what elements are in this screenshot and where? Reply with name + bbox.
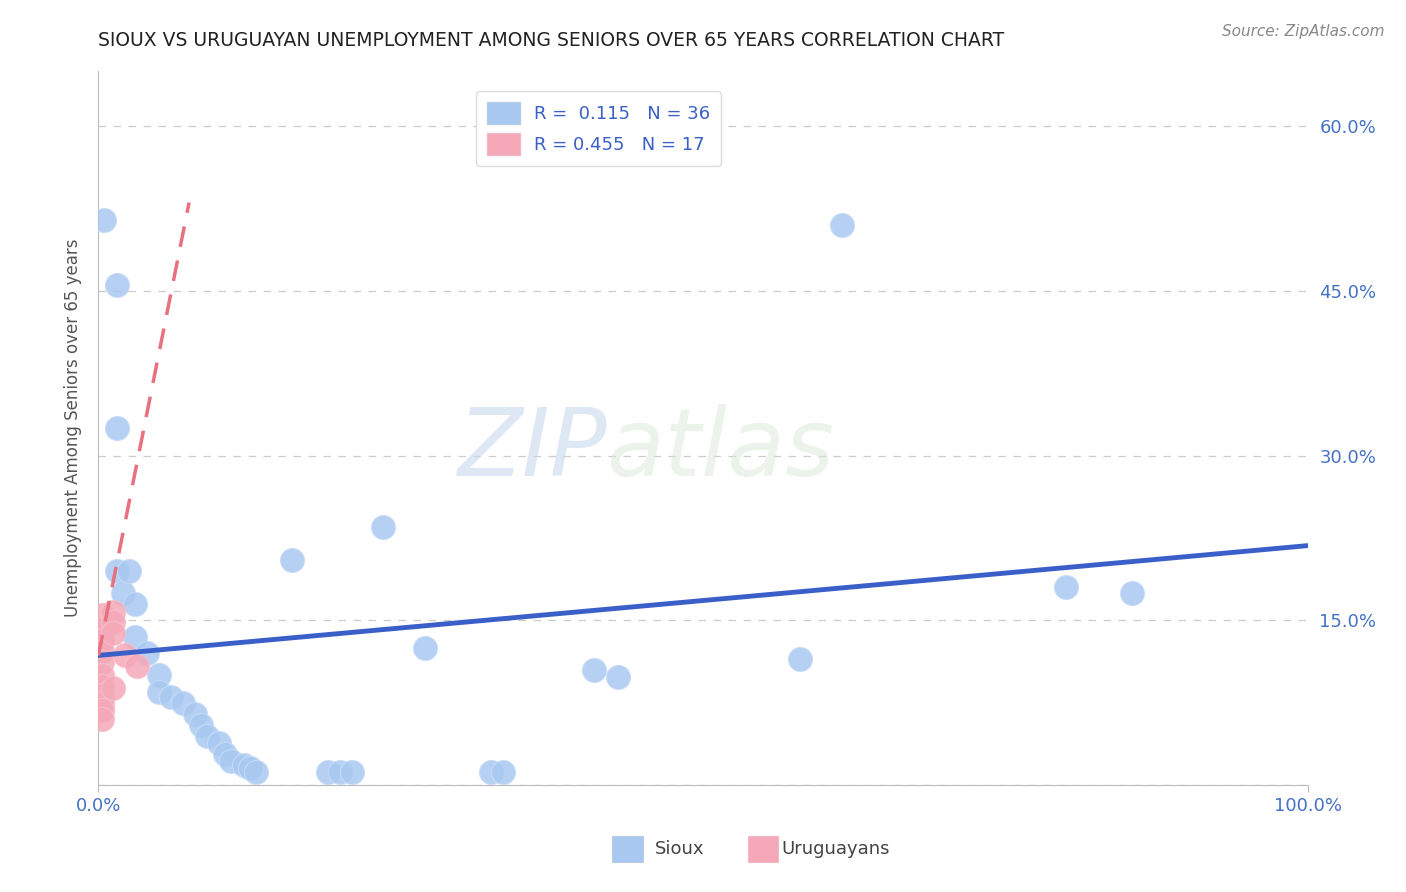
Point bbox=[184, 706, 207, 721]
Point bbox=[91, 703, 114, 717]
Point bbox=[371, 520, 394, 534]
Point bbox=[105, 421, 128, 435]
Point bbox=[1054, 580, 1077, 594]
Point bbox=[245, 764, 267, 779]
Point bbox=[492, 764, 515, 779]
Point bbox=[91, 633, 114, 648]
Point bbox=[607, 670, 630, 684]
Point bbox=[208, 736, 231, 750]
Point bbox=[172, 696, 194, 710]
Point bbox=[101, 615, 124, 630]
Point bbox=[91, 607, 114, 622]
Point bbox=[1121, 586, 1143, 600]
Text: Sioux: Sioux bbox=[655, 840, 704, 858]
Point bbox=[118, 564, 141, 578]
Point bbox=[91, 644, 114, 658]
Point bbox=[91, 679, 114, 693]
Bar bbox=[613, 837, 643, 862]
Point bbox=[481, 764, 503, 779]
Point bbox=[160, 690, 183, 705]
Point bbox=[413, 640, 436, 655]
Point bbox=[239, 762, 262, 776]
Point bbox=[91, 655, 114, 669]
Point bbox=[232, 758, 254, 772]
Text: Uruguayans: Uruguayans bbox=[782, 840, 890, 858]
Point bbox=[114, 648, 136, 663]
Point bbox=[831, 218, 853, 232]
Point bbox=[91, 712, 114, 726]
Point bbox=[101, 626, 124, 640]
Point bbox=[124, 630, 146, 644]
Bar bbox=[748, 837, 778, 862]
Point bbox=[101, 605, 124, 619]
Point bbox=[316, 764, 339, 779]
Point bbox=[111, 586, 134, 600]
Y-axis label: Unemployment Among Seniors over 65 years: Unemployment Among Seniors over 65 years bbox=[63, 239, 82, 617]
Legend: R =  0.115   N = 36, R = 0.455   N = 17: R = 0.115 N = 36, R = 0.455 N = 17 bbox=[477, 91, 721, 166]
Point bbox=[127, 659, 149, 673]
Point bbox=[221, 754, 243, 768]
Point bbox=[789, 651, 811, 665]
Point bbox=[342, 764, 364, 779]
Point bbox=[148, 684, 170, 698]
Point bbox=[329, 764, 352, 779]
Point bbox=[105, 564, 128, 578]
Point bbox=[91, 688, 114, 702]
Point bbox=[105, 278, 128, 293]
Point bbox=[91, 668, 114, 682]
Point bbox=[281, 553, 304, 567]
Point bbox=[195, 729, 218, 743]
Point bbox=[148, 668, 170, 682]
Text: Source: ZipAtlas.com: Source: ZipAtlas.com bbox=[1222, 24, 1385, 39]
Point bbox=[101, 681, 124, 696]
Text: SIOUX VS URUGUAYAN UNEMPLOYMENT AMONG SENIORS OVER 65 YEARS CORRELATION CHART: SIOUX VS URUGUAYAN UNEMPLOYMENT AMONG SE… bbox=[98, 31, 1005, 50]
Point bbox=[91, 696, 114, 710]
Point bbox=[124, 597, 146, 611]
Point bbox=[135, 646, 157, 660]
Text: atlas: atlas bbox=[606, 404, 835, 495]
Point bbox=[93, 212, 115, 227]
Text: ZIP: ZIP bbox=[457, 404, 606, 495]
Point bbox=[91, 622, 114, 636]
Point bbox=[214, 747, 236, 762]
Point bbox=[190, 717, 212, 731]
Point bbox=[583, 663, 606, 677]
